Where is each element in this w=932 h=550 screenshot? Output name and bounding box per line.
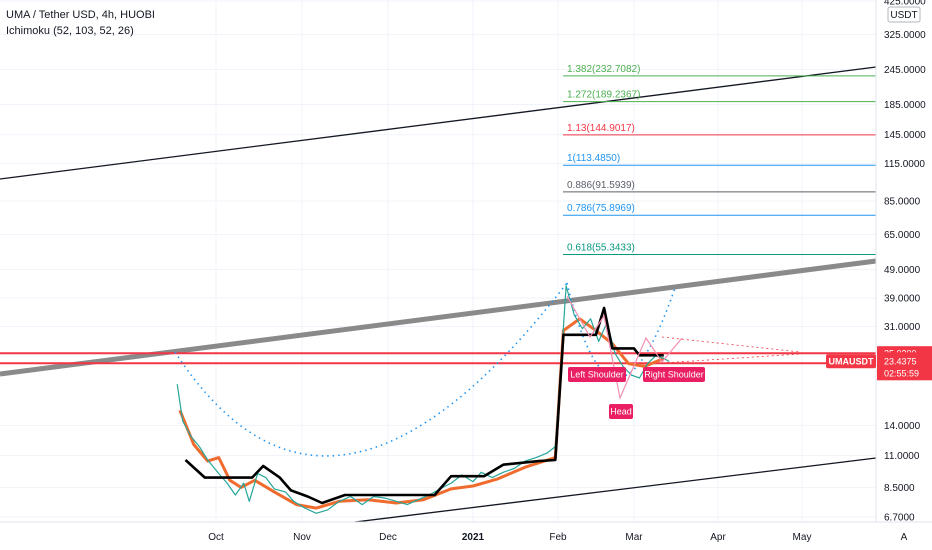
x-tick-label: Mar (625, 532, 643, 543)
chart-series (176, 285, 670, 514)
y-tick-label: 14.0000 (884, 421, 921, 432)
y-tick-label: 31.0000 (884, 322, 921, 333)
x-tick-label: Dec (379, 532, 397, 543)
currency-badge[interactable] (887, 6, 921, 23)
y-tick-label: 39.0000 (884, 294, 921, 305)
x-tick-label: Apr (710, 532, 726, 543)
fib-level-label: 0.786(75.8969) (567, 203, 635, 214)
pattern-label-box[interactable] (643, 367, 705, 382)
x-tick-label: Feb (549, 532, 567, 543)
price-axis: 425.0000 325.0000 245.0000 185.0000 145.0000… (884, 0, 926, 524)
fib-extension[interactable]: 1.382(232.7082) 1.272(189.2367) 1.13(144.9… (563, 64, 876, 255)
pattern-label-box[interactable] (568, 367, 626, 382)
ichimoku-lagging-line[interactable] (178, 317, 665, 510)
mid-trendline[interactable] (0, 258, 877, 377)
fib-level-label: 0.886(91.5939) (567, 180, 635, 191)
fib-level-label: 1.382(232.7082) (567, 64, 640, 75)
price-axis-panel[interactable] (876, 0, 932, 550)
symbol-badge (826, 354, 876, 369)
x-tick-label: Oct (208, 532, 224, 543)
fib-level-label: 1.13(144.9017) (567, 123, 635, 134)
pattern-label-box[interactable] (609, 404, 633, 419)
y-tick-label: 8.5000 (884, 483, 915, 494)
symbol-badge-label: UMAUSDT (829, 356, 874, 366)
cup-arc[interactable] (174, 282, 568, 457)
last-price-badge (877, 352, 932, 381)
currency-label: USDT (890, 10, 917, 21)
y-tick-label: 325.0000 (884, 30, 926, 41)
head-shoulders-outline[interactable] (566, 295, 683, 401)
pennant-lower[interactable] (661, 353, 801, 364)
bar-countdown: 02:55:59 (884, 368, 919, 378)
ichimoku-base-line[interactable] (184, 306, 664, 505)
y-tick-label: 245.0000 (884, 65, 926, 76)
lower-trendline[interactable] (354, 457, 877, 523)
pattern-labels[interactable]: Left Shoulder Head Right Shoulder (568, 367, 705, 419)
x-tick-label: 2021 (462, 532, 485, 543)
y-tick-label: 85.0000 (884, 197, 921, 208)
indicator-legend[interactable]: Ichimoku (52, 103, 52, 26) (6, 25, 134, 37)
upper-trendline[interactable] (0, 66, 877, 180)
y-tick-label: 145.0000 (884, 130, 926, 141)
y-tick-label: 6.7000 (884, 513, 915, 524)
pattern-label: Left Shoulder (570, 370, 624, 380)
pennant-upper[interactable] (661, 336, 801, 353)
y-tick-label: 425.0000 (884, 0, 926, 8)
support-lines[interactable] (0, 352, 876, 365)
auto-scale-button[interactable]: A (901, 532, 908, 543)
x-tick-label: May (793, 532, 812, 543)
pattern-label: Head (610, 407, 632, 417)
y-tick-label: 115.0000 (884, 159, 925, 170)
x-tick-label: Nov (293, 532, 311, 543)
y-tick-label: 11.0000 (884, 451, 920, 462)
time-axis: Oct Nov Dec 2021 Feb Mar Apr May (208, 532, 811, 543)
fib-level-label: 0.618(55.3433) (567, 242, 635, 253)
chart-grid (0, 0, 876, 522)
pattern-label: Right Shoulder (644, 370, 704, 380)
chart-title: UMA / Tether USD, 4h, HUOBI (6, 9, 155, 21)
fib-level-label: 1.272(189.2367) (567, 90, 640, 101)
y-tick-label: 65.0000 (884, 230, 921, 241)
y-tick-label: 49.0000 (884, 265, 921, 276)
price-line[interactable] (176, 285, 670, 514)
last-price-value: 23.4375 (884, 356, 917, 366)
fib-level-label: 1(113.4850) (567, 153, 620, 164)
y-tick-label: 185.0000 (884, 100, 926, 111)
